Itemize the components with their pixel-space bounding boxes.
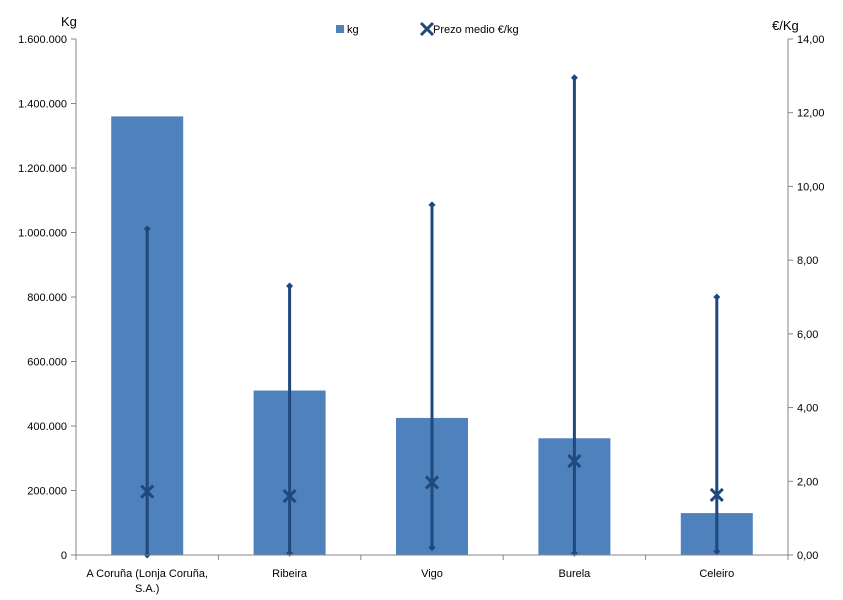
legend-price-x-icon [419, 21, 435, 37]
left-tick-label: 0 [61, 550, 67, 562]
axes-layer [71, 38, 793, 560]
right-axis-title: €/Kg [772, 18, 799, 33]
price-min-marker-3 [428, 544, 436, 552]
category-label-3: Vigo [421, 568, 443, 580]
price-avg-marker-4 [567, 453, 582, 469]
right-tick-label: 8,00 [797, 255, 818, 267]
price-range-layer [140, 74, 724, 559]
left-tick-label: 1.000.000 [18, 228, 67, 240]
category-labels: A Coruña (Lonja Coruña, S.A.) Ribeira Vigo B… [86, 568, 734, 595]
legend: kg Prezo medio €/kg [336, 21, 519, 37]
right-tick-label: 12,00 [797, 108, 825, 120]
right-tick-label: 10,00 [797, 181, 825, 193]
right-tick-label: 4,00 [797, 403, 818, 415]
price-max-marker-4 [570, 74, 578, 82]
price-max-marker-1 [143, 225, 151, 233]
price-min-marker-5 [713, 547, 721, 555]
right-tick-label: 0,00 [797, 550, 818, 562]
left-tick-label: 600.000 [27, 357, 67, 369]
left-axis-title: Kg [61, 14, 77, 29]
left-tick-label: 1.600.000 [18, 34, 67, 46]
left-tick-label: 1.400.000 [18, 99, 67, 111]
right-tick-label: 6,00 [797, 329, 818, 341]
price-avg-marker-5 [709, 487, 724, 502]
price-max-marker-5 [713, 293, 721, 301]
price-avg-marker-3 [424, 475, 440, 490]
legend-price-label: Prezo medio €/kg [433, 24, 519, 36]
category-label-1: S.A.) [135, 583, 159, 595]
price-max-marker-3 [428, 201, 436, 209]
price-avg-marker-1 [140, 484, 155, 499]
left-tick-label: 400.000 [27, 421, 67, 433]
left-tick-label: 1.200.000 [18, 163, 67, 175]
category-label-5: Celeiro [699, 568, 734, 580]
legend-kg-swatch [336, 25, 344, 33]
right-tick-label: 14,00 [797, 34, 825, 46]
legend-price-marker [419, 21, 435, 37]
legend-kg-label: kg [347, 24, 359, 36]
category-label-1: A Coruña (Lonja Coruña, [86, 568, 208, 580]
left-axis-tick-labels: 0 200.000 400.000 600.000 800.000 1.000.000 1.… [18, 34, 67, 562]
right-axis-tick-labels: 0,00 2,00 4,00 6,00 8,00 10,00 12,00 14,00 [797, 34, 825, 562]
right-tick-label: 2,00 [797, 476, 818, 488]
price-avg-marker-2 [282, 488, 297, 504]
category-label-4: Burela [559, 568, 592, 580]
category-label-2: Ribeira [272, 568, 308, 580]
left-tick-label: 200.000 [27, 486, 67, 498]
left-tick-label: 800.000 [27, 292, 67, 304]
price-max-marker-2 [286, 282, 294, 290]
